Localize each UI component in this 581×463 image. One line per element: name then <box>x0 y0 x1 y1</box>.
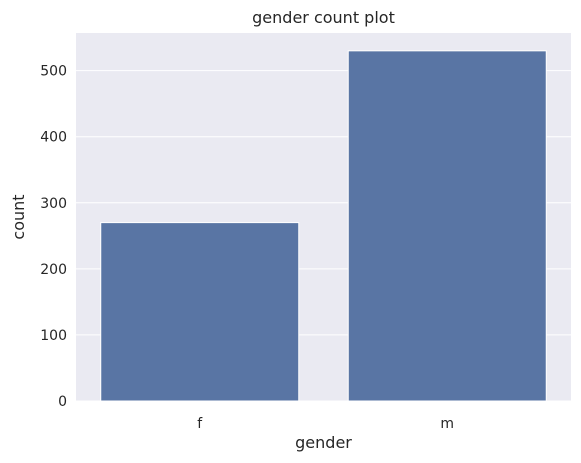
y-tick-label: 300 <box>40 196 67 212</box>
y-axis-label: count <box>9 194 28 239</box>
y-tick-label: 400 <box>40 130 67 146</box>
bar-m <box>347 50 547 402</box>
bars <box>100 50 547 402</box>
x-tick-label: f <box>197 416 203 432</box>
y-tick-label: 200 <box>40 262 67 278</box>
x-axis-label: gender <box>295 433 352 452</box>
y-tick-labels: 0 100 200 300 400 500 <box>40 64 67 410</box>
chart-title: gender count plot <box>252 8 395 27</box>
y-tick-label: 0 <box>58 394 67 410</box>
x-tick-label: m <box>440 416 454 432</box>
y-tick-label: 100 <box>40 328 67 344</box>
bar-f <box>100 222 300 402</box>
y-tick-label: 500 <box>40 64 67 80</box>
